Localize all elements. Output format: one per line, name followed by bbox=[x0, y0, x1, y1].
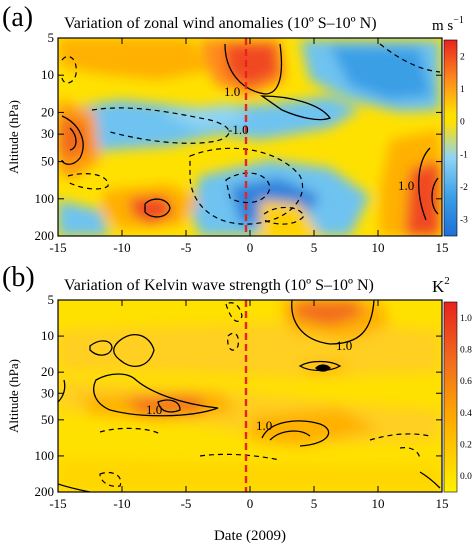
colorbar-tick-label: 0.6 bbox=[460, 377, 472, 387]
panel-a-contour-label: -1.0 bbox=[228, 122, 249, 137]
panel-a-heatmap bbox=[58, 38, 442, 236]
colorbar-tick-label: 2 bbox=[460, 52, 465, 62]
x-tick-label: 5 bbox=[311, 496, 318, 511]
colorbar-tick-label: 0.0 bbox=[460, 472, 472, 482]
x-tick-label: 10 bbox=[372, 240, 385, 255]
y-tick-label: 100 bbox=[35, 448, 55, 463]
x-tick-label: -10 bbox=[113, 496, 130, 511]
x-tick-label: 10 bbox=[372, 496, 385, 511]
panel-a-unit-label: m s bbox=[432, 18, 453, 34]
y-tick-label: 30 bbox=[41, 126, 54, 141]
y-tick-label: 30 bbox=[41, 385, 54, 400]
panel-a-contour-labels: 1.0 -1.0 1.0 bbox=[224, 84, 414, 193]
panel-b-contour-label: 1.0 bbox=[336, 338, 352, 353]
panel-b-contour-labels: 1.0 1.0 1.0 bbox=[146, 338, 352, 433]
y-tick-label: 100 bbox=[35, 191, 55, 206]
y-tick-label: 200 bbox=[35, 484, 55, 499]
colorbar-tick-label: 1 bbox=[460, 85, 465, 95]
panel-a: (a) Variation of zonal wind anomalies (1… bbox=[2, 2, 468, 255]
panel-a-title: Variation of zonal wind anomalies (10º S… bbox=[64, 15, 377, 32]
panel-b-y-axis-label: Altitude (hPa) bbox=[6, 359, 21, 433]
panel-a-unit-superscript: −1 bbox=[453, 15, 464, 26]
panel-b-title: Variation of Kelvin wave strength (10º S… bbox=[64, 277, 374, 294]
panel-b-x-axis-label: Date (2009) bbox=[214, 528, 286, 544]
x-tick-label: -5 bbox=[181, 240, 192, 255]
y-tick-label: 200 bbox=[35, 228, 55, 243]
panel-a-x-axis: -15 -10 -5 0 5 10 15 bbox=[49, 38, 449, 255]
y-tick-label: 50 bbox=[41, 412, 54, 427]
panel-b-unit-label: K bbox=[432, 277, 445, 296]
panel-b-heatmap bbox=[58, 300, 442, 492]
panel-a-label: (a) bbox=[2, 2, 33, 33]
x-tick-label: 15 bbox=[436, 496, 449, 511]
panel-b-x-axis: -15 -10 -5 0 5 10 15 bbox=[49, 300, 449, 511]
colorbar-tick-label: -1 bbox=[460, 150, 468, 160]
panel-b-label: (b) bbox=[2, 262, 35, 293]
x-tick-label: -15 bbox=[49, 240, 66, 255]
x-tick-label: 5 bbox=[311, 240, 318, 255]
panel-a-colorbar: 2 1 0 -1 -2 -3 bbox=[443, 39, 468, 237]
colorbar-tick-label: 0.2 bbox=[460, 441, 472, 451]
panel-b-unit: K2 bbox=[432, 275, 450, 296]
panel-a-y-axis: 5 10 20 30 50 100 200 bbox=[35, 30, 442, 243]
y-tick-label: 50 bbox=[41, 154, 54, 169]
colorbar-tick-label: 0.8 bbox=[460, 346, 472, 356]
x-tick-label: -5 bbox=[181, 496, 192, 511]
x-tick-label: -15 bbox=[49, 496, 66, 511]
y-tick-label: 10 bbox=[41, 328, 54, 343]
panel-a-contour-label: 1.0 bbox=[398, 178, 414, 193]
panel-b-colorbar: 1.0 0.8 0.6 0.4 0.2 0.0 bbox=[443, 301, 472, 493]
y-tick-label: 20 bbox=[41, 104, 54, 119]
x-tick-label: 0 bbox=[247, 240, 254, 255]
colorbar-tick-label: 1.0 bbox=[460, 314, 472, 324]
y-tick-label: 5 bbox=[48, 292, 55, 307]
y-tick-label: 20 bbox=[41, 364, 54, 379]
panel-a-unit: m s−1 bbox=[432, 15, 464, 34]
panel-b-contour-label: 1.0 bbox=[146, 402, 162, 417]
panel-a-contour-label: 1.0 bbox=[224, 84, 240, 99]
panel-b: (b) Variation of Kelvin wave strength (1… bbox=[2, 262, 472, 544]
colorbar-tick-label: -3 bbox=[460, 216, 468, 226]
x-tick-label: 15 bbox=[436, 240, 449, 255]
panel-b-contour-label: 1.0 bbox=[256, 418, 272, 433]
panel-b-unit-superscript: 2 bbox=[444, 275, 450, 287]
panel-a-y-axis-label: Altitude (hPa) bbox=[6, 100, 21, 174]
y-tick-label: 10 bbox=[41, 67, 54, 82]
x-tick-label: -10 bbox=[113, 240, 130, 255]
y-tick-label: 5 bbox=[48, 30, 55, 45]
colorbar-tick-label: 0.4 bbox=[460, 409, 472, 419]
x-tick-label: 0 bbox=[247, 496, 254, 511]
colorbar-tick-label: -2 bbox=[460, 183, 468, 193]
colorbar-tick-label: 0 bbox=[460, 118, 465, 128]
panel-b-y-axis: 5 10 20 30 50 100 200 bbox=[35, 292, 442, 499]
